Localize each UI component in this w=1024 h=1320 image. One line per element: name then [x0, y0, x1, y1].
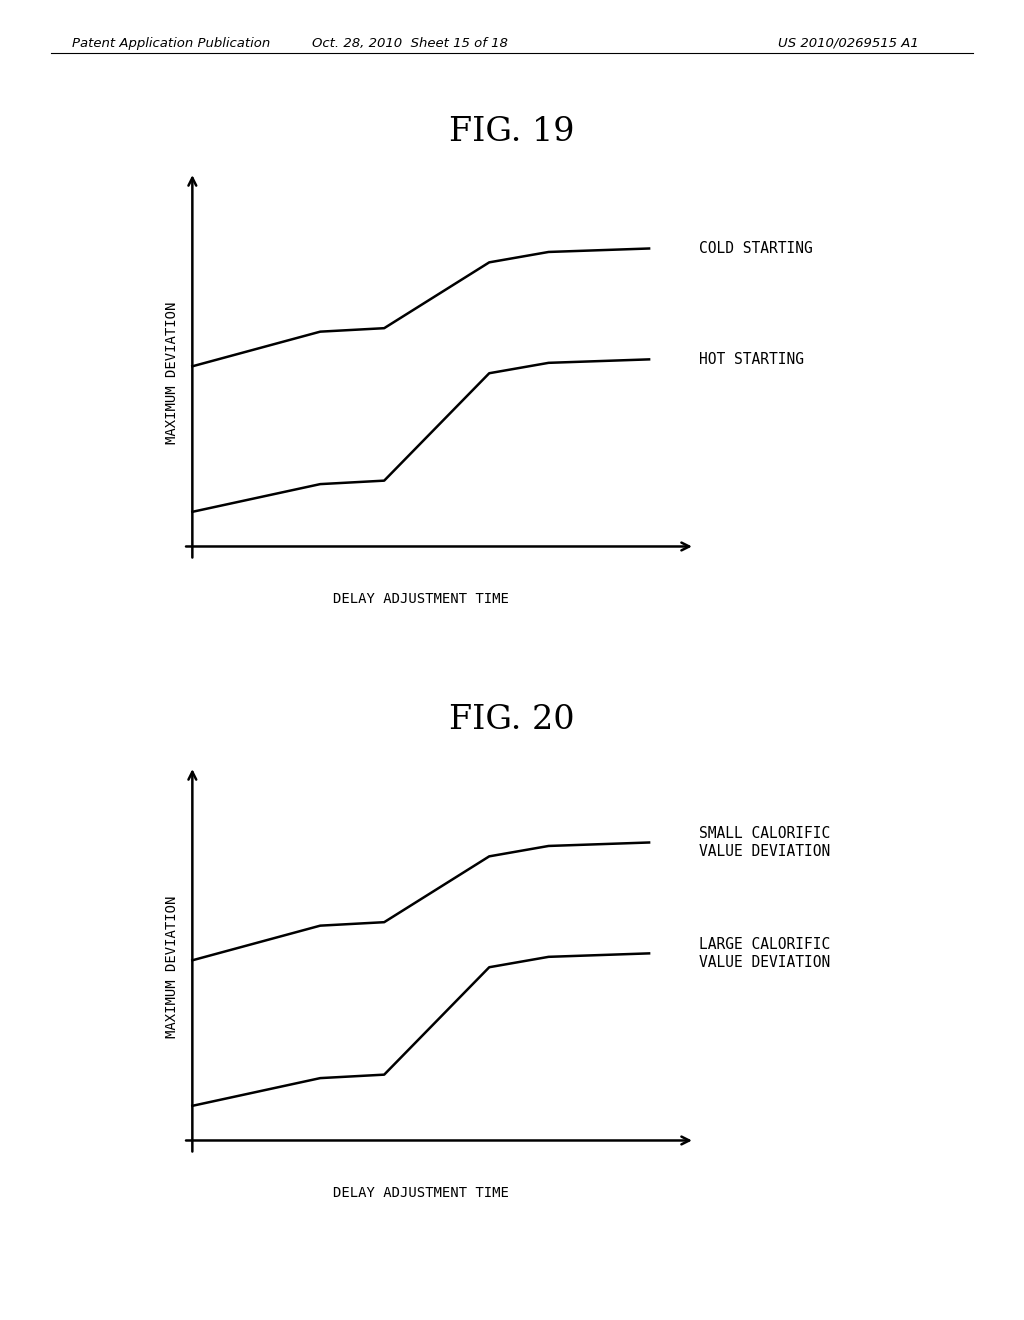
- Text: Patent Application Publication: Patent Application Publication: [72, 37, 270, 50]
- Text: SMALL CALORIFIC
VALUE DEVIATION: SMALL CALORIFIC VALUE DEVIATION: [699, 826, 830, 859]
- Text: MAXIMUM DEVIATION: MAXIMUM DEVIATION: [165, 896, 179, 1039]
- Text: COLD STARTING: COLD STARTING: [699, 242, 813, 256]
- Text: LARGE CALORIFIC
VALUE DEVIATION: LARGE CALORIFIC VALUE DEVIATION: [699, 937, 830, 970]
- Text: DELAY ADJUSTMENT TIME: DELAY ADJUSTMENT TIME: [333, 1185, 509, 1200]
- Text: HOT STARTING: HOT STARTING: [699, 352, 804, 367]
- Text: FIG. 19: FIG. 19: [450, 116, 574, 148]
- Text: Oct. 28, 2010  Sheet 15 of 18: Oct. 28, 2010 Sheet 15 of 18: [311, 37, 508, 50]
- Text: DELAY ADJUSTMENT TIME: DELAY ADJUSTMENT TIME: [333, 591, 509, 606]
- Text: US 2010/0269515 A1: US 2010/0269515 A1: [778, 37, 919, 50]
- Text: MAXIMUM DEVIATION: MAXIMUM DEVIATION: [165, 302, 179, 445]
- Text: FIG. 20: FIG. 20: [450, 704, 574, 735]
